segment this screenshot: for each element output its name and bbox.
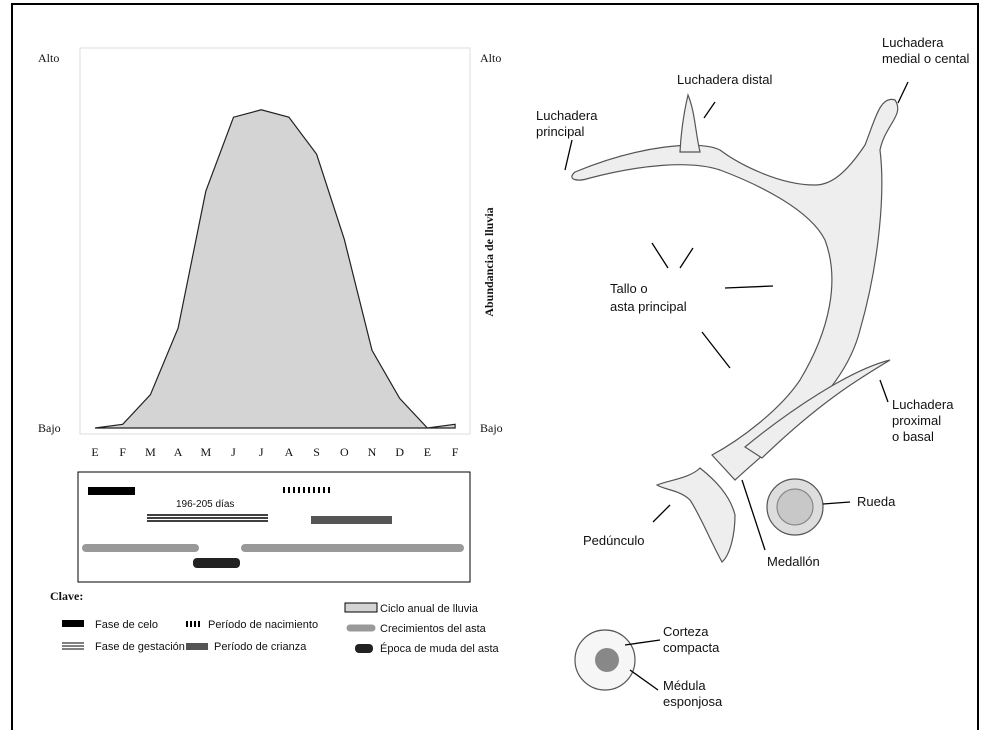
legend-label: Crecimientos del asta xyxy=(380,623,487,635)
x-tick-label: N xyxy=(368,445,377,459)
label-line: o basal xyxy=(892,429,934,444)
label-line: Luchadera distal xyxy=(677,72,773,87)
legend-label: Fase de celo xyxy=(95,619,158,631)
antler-label: Pedúnculo xyxy=(583,533,644,548)
legend-icon xyxy=(345,603,377,612)
legend-icon xyxy=(62,620,84,627)
label-line: Corteza xyxy=(663,624,709,639)
label-line: Tallo o xyxy=(610,281,648,296)
figure: Abundancia de lluvia Bajo Alto Bajo Alto E F M… xyxy=(0,0,985,730)
antler-label: Medallón xyxy=(767,554,820,569)
y2-tick-label: Bajo xyxy=(480,421,503,435)
x-tick-label: J xyxy=(231,445,236,459)
legend-label: Período de crianza xyxy=(214,641,307,653)
label-line: Pedúnculo xyxy=(583,533,644,548)
rain-chart: Bajo Alto Bajo Alto E F M A M J J A S O N D E F xyxy=(38,51,503,459)
legend-icon xyxy=(62,643,84,649)
legend-label: Ciclo anual de lluvia xyxy=(380,603,479,615)
x-tick-label: E xyxy=(91,445,98,459)
label-line: Luchadera xyxy=(536,108,598,123)
x-tick-label: F xyxy=(452,445,459,459)
timeline: 196-205 días xyxy=(78,472,470,582)
y-tick-label: Alto xyxy=(38,51,59,65)
label-line: esponjosa xyxy=(663,694,723,709)
rearing-bar xyxy=(311,516,392,524)
x-tick-label: M xyxy=(200,445,211,459)
label-line: Medallón xyxy=(767,554,820,569)
label-line: compacta xyxy=(663,640,720,655)
legend-icon xyxy=(355,644,373,653)
y-tick-label: Bajo xyxy=(38,421,61,435)
x-tick-label: O xyxy=(340,445,349,459)
x-tick-label: M xyxy=(145,445,156,459)
y2-axis-label: Abundancia de lluvia xyxy=(482,207,496,316)
x-tick-label: J xyxy=(259,445,264,459)
label-line: principal xyxy=(536,124,585,139)
label-line: proximal xyxy=(892,413,941,428)
x-tick-label: A xyxy=(174,445,183,459)
legend: Clave: Fase de celo Fase de gestación Pe… xyxy=(50,589,500,655)
legend-label: Período de nacimiento xyxy=(208,619,318,631)
duration-label: 196-205 días xyxy=(176,499,234,510)
x-tick-label: A xyxy=(285,445,294,459)
antler-label: Tallo o asta principal xyxy=(610,281,687,314)
antler-drawing xyxy=(572,95,898,690)
legend-title: Clave: xyxy=(50,589,83,603)
x-tick-label: E xyxy=(424,445,431,459)
label-line: asta principal xyxy=(610,299,687,314)
label-line: Médula xyxy=(663,678,706,693)
rain-area xyxy=(95,110,455,428)
label-line: medial o cental xyxy=(882,51,970,66)
antler-label: Rueda xyxy=(857,494,896,509)
timeline-box xyxy=(78,472,470,582)
legend-label: Fase de gestación xyxy=(95,641,185,653)
y2-tick-label: Alto xyxy=(480,51,501,65)
x-tick-label: F xyxy=(119,445,126,459)
label-line: Luchadera xyxy=(882,35,944,50)
legend-icon xyxy=(186,643,208,650)
rut-bar xyxy=(88,487,135,495)
x-tick-label: D xyxy=(395,445,404,459)
x-tick-label: S xyxy=(313,445,320,459)
gestation-bar xyxy=(147,515,268,521)
label-line: Rueda xyxy=(857,494,896,509)
antler-label: Luchadera distal xyxy=(677,72,773,87)
shed-bar xyxy=(193,558,240,568)
legend-label: Época de muda del asta xyxy=(380,642,500,655)
label-line: Luchadera xyxy=(892,397,954,412)
